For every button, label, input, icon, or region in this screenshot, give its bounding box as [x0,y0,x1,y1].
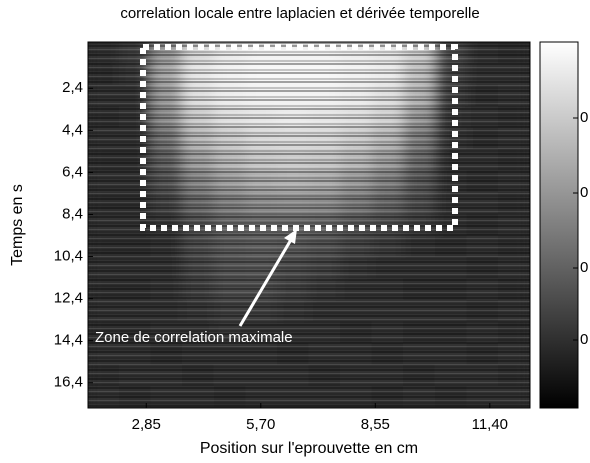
x-axis-label: Position sur l'eprouvette en cm [200,440,418,457]
colorbar-label: 0 [580,109,588,126]
y-tick-label: 10,4 [54,248,83,265]
colorbar-label: 0 [580,331,588,348]
x-tick-label: 8,55 [361,416,390,433]
chart-title: correlation locale entre laplacien et dé… [120,5,479,22]
y-tick-label: 12,4 [54,290,83,307]
annotation: Zone de correlation maximale [95,329,293,346]
highlight-box [140,44,458,231]
y-tick-label: 8,4 [62,205,83,222]
y-tick-label: 14,4 [54,332,83,349]
x-tick-label: 2,85 [132,416,161,433]
arrow-head [284,229,297,244]
y-tick-label: 16,4 [54,374,83,391]
plot-frame [87,41,531,409]
colorbar [539,41,579,409]
y-tick-label: 6,4 [62,163,83,180]
colorbar-label: 0 [580,259,588,276]
y-tick-label: 2,4 [62,79,83,96]
x-tick-label: 5,70 [246,416,275,433]
x-tick-label: 11,40 [472,416,508,433]
y-tick-label: 4,4 [62,121,83,138]
arrow-line [238,237,294,327]
colorbar-label: 0 [580,184,588,201]
y-axis-label: Temps en s [9,184,26,266]
